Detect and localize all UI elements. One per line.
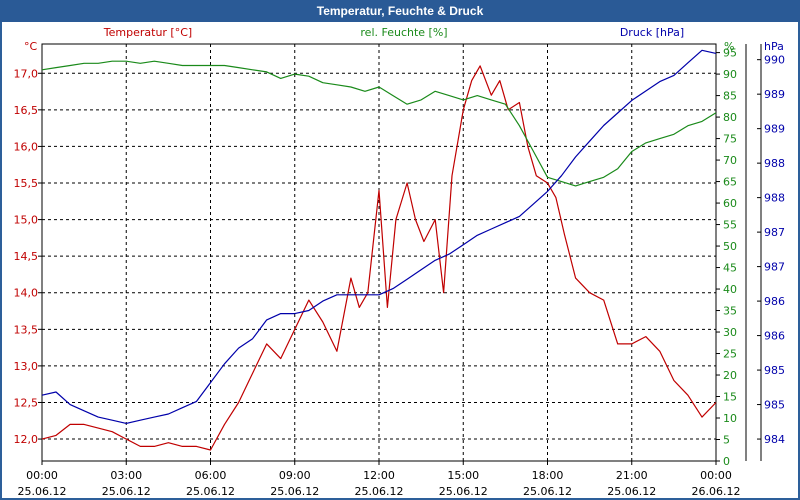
series-pressure-line: [41, 49, 717, 424]
y-left-tick-label: 13,0: [14, 360, 39, 373]
x-tick-time: 09:00: [279, 469, 311, 482]
y-right1-tick-label: 40: [723, 283, 737, 296]
x-tick-date: 25.06.12: [523, 485, 572, 498]
x-tick-date: 25.06.12: [270, 485, 319, 498]
y-right1-tick-label: 60: [723, 197, 737, 210]
legend-pressure: Druck [hPa]: [620, 26, 684, 39]
y-right1-tick-label: 90: [723, 68, 737, 81]
legend-humidity: rel. Feuchte [%]: [360, 26, 447, 39]
y-right1-tick-label: 20: [723, 369, 737, 382]
y-left-tick-label: 12,0: [14, 433, 39, 446]
y-right1-tick-label: 15: [723, 391, 737, 404]
y-right1-tick-label: 75: [723, 133, 737, 146]
y-left-tick-label: 16,0: [14, 140, 39, 153]
y-right2-tick-label: 985: [764, 364, 785, 377]
y-right2-tick-label: 987: [764, 261, 785, 274]
y-left-tick-label: 13,5: [14, 323, 39, 336]
y-right2-tick-label: 986: [764, 330, 785, 343]
x-tick-date: 25.06.12: [18, 485, 67, 498]
x-tick-date: 26.06.12: [692, 485, 741, 498]
y-right2-unit: hPa: [764, 40, 784, 53]
y-right2-tick-label: 989: [764, 88, 785, 101]
x-tick-date: 25.06.12: [102, 485, 151, 498]
y-right1-tick-label: 80: [723, 111, 737, 124]
x-tick-date: 25.06.12: [355, 485, 404, 498]
y-left-tick-label: 14,5: [14, 250, 39, 263]
chart-panel: [2, 22, 798, 498]
x-tick-date: 25.06.12: [607, 485, 656, 498]
y-left-tick-label: 14,0: [14, 287, 39, 300]
y-right1-tick-label: 25: [723, 348, 737, 361]
x-tick-date: 25.06.12: [186, 485, 235, 498]
y-right2-tick-label: 986: [764, 295, 785, 308]
series-temperature-line: [41, 65, 717, 451]
y-right1-tick-label: 65: [723, 176, 737, 189]
x-tick-time: 03:00: [110, 469, 142, 482]
y-left-tick-label: 15,0: [14, 214, 39, 227]
x-tick-time: 00:00: [26, 469, 58, 482]
y-right1-tick-label: 30: [723, 326, 737, 339]
y-right1-tick-label: 5: [723, 434, 730, 447]
window-title: Temperatur, Feuchte & Druck: [0, 0, 800, 22]
y-left-tick-label: 12,5: [14, 396, 39, 409]
x-tick-time: 18:00: [532, 469, 564, 482]
x-tick-time: 00:00: [700, 469, 732, 482]
legend-temperature: Temperatur [°C]: [103, 26, 192, 39]
y-left-tick-label: 15,5: [14, 177, 39, 190]
y-right2-tick-label: 989: [764, 123, 785, 136]
x-tick-time: 21:00: [616, 469, 648, 482]
y-right1-tick-label: 35: [723, 305, 737, 318]
y-right2-tick-label: 985: [764, 399, 785, 412]
x-tick-time: 15:00: [447, 469, 479, 482]
x-tick-time: 06:00: [195, 469, 227, 482]
y-right2-tick-label: 990: [764, 54, 785, 67]
y-right1-tick-label: 95: [723, 47, 737, 60]
y-right2-tick-label: 987: [764, 226, 785, 239]
y-right1-tick-label: 85: [723, 90, 737, 103]
y-right2-tick-label: 988: [764, 157, 785, 170]
y-right2-tick-label: 988: [764, 192, 785, 205]
y-right1-tick-label: 70: [723, 154, 737, 167]
y-right2-tick-label: 984: [764, 433, 785, 446]
y-left-unit: °C: [24, 40, 38, 53]
y-left-tick-label: 16,5: [14, 104, 39, 117]
y-right1-tick-label: 10: [723, 412, 737, 425]
y-left-tick-label: 17,0: [14, 67, 39, 80]
y-right1-tick-label: 45: [723, 262, 737, 275]
y-right1-tick-label: 50: [723, 240, 737, 253]
y-right1-tick-label: 55: [723, 219, 737, 232]
series-humidity-line: [41, 60, 717, 187]
x-tick-date: 25.06.12: [439, 485, 488, 498]
y-right1-unit: %: [724, 40, 734, 53]
y-right1-tick-label: 0: [723, 455, 730, 468]
x-tick-time: 12:00: [363, 469, 395, 482]
